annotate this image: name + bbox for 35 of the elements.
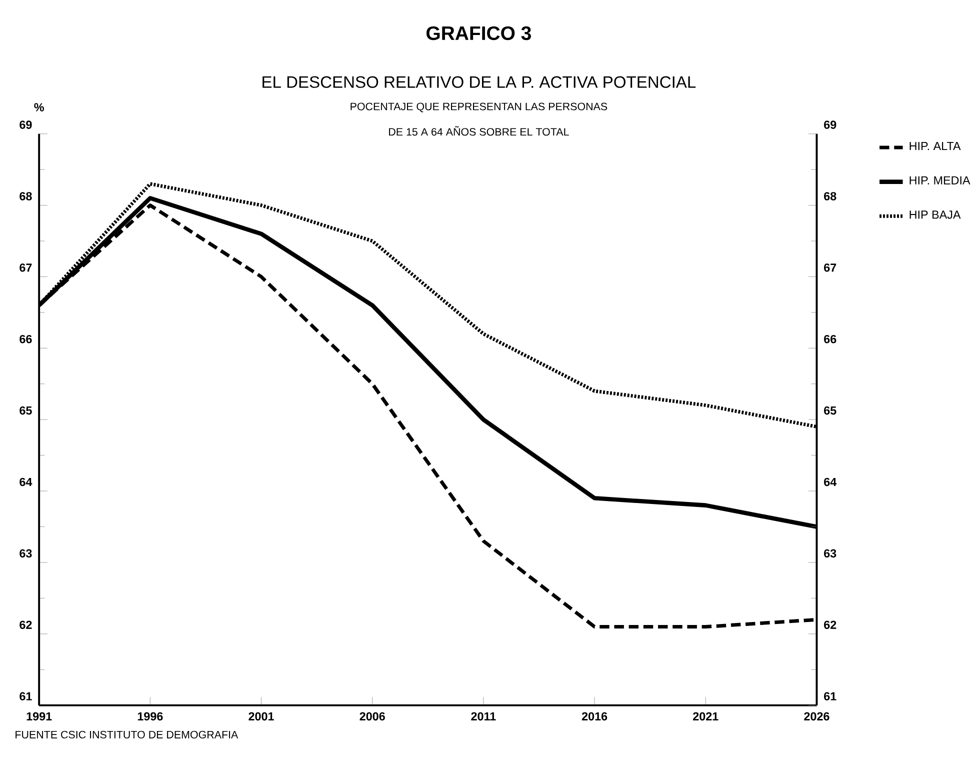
y2-tick-label: 62 bbox=[824, 620, 836, 629]
x-tick-label: 2011 bbox=[471, 712, 496, 720]
chart-title: GRAFICO 3 bbox=[426, 26, 531, 40]
y-axis-title: % bbox=[34, 103, 44, 112]
y2-tick-label: 68 bbox=[824, 192, 836, 200]
x-tick-label: 1996 bbox=[138, 712, 163, 720]
chart-subtitle: EL DESCENSO RELATIVO DE LA P. ACTIVA POTENCIAL bbox=[262, 76, 696, 88]
y2-tick-label: 69 bbox=[824, 120, 836, 129]
x-tick-label: 1991 bbox=[26, 712, 52, 720]
y-tick-label: 66 bbox=[20, 334, 32, 344]
y2-tick-label: 66 bbox=[824, 334, 836, 344]
text: POCENTAJE QUE REPRESENTAN LAS PERSONAS bbox=[350, 102, 608, 112]
y2-tick-label: 61 bbox=[824, 692, 836, 700]
legend-label: HIP. ALTA bbox=[910, 142, 961, 150]
annotation: DE 15 A 64 AÑOS SOBRE EL TOTAL bbox=[389, 126, 569, 136]
y-tick-label: 67 bbox=[20, 264, 32, 272]
legend-label: HIP BAJA bbox=[910, 210, 961, 219]
y2-tick-label: 65 bbox=[824, 406, 836, 415]
x-tick-label: 2026 bbox=[804, 712, 830, 720]
x-tick-label: 2001 bbox=[248, 712, 274, 720]
y-tick-label: 68 bbox=[20, 192, 32, 200]
y-tick-label: 64 bbox=[20, 478, 32, 486]
y2-tick-label: 63 bbox=[824, 549, 836, 558]
y2-tick-label: 67 bbox=[824, 264, 836, 272]
y2-tick-label: 64 bbox=[824, 478, 837, 486]
y-tick-label: 65 bbox=[20, 406, 32, 415]
y-tick-label: 62 bbox=[20, 620, 32, 629]
y-tick-label: 61 bbox=[20, 692, 32, 700]
source-note: FUENTE CSIC INSTITUTO DE DEMOGRAFIA bbox=[16, 730, 238, 738]
x-tick-label: 2006 bbox=[360, 712, 385, 720]
legend-label: HIP. MEDIA bbox=[910, 176, 970, 184]
x-tick-label: 2016 bbox=[582, 712, 608, 720]
y-tick-label: 69 bbox=[20, 120, 32, 129]
y-tick-label: 63 bbox=[20, 549, 32, 558]
x-tick-label: 2021 bbox=[693, 712, 718, 720]
